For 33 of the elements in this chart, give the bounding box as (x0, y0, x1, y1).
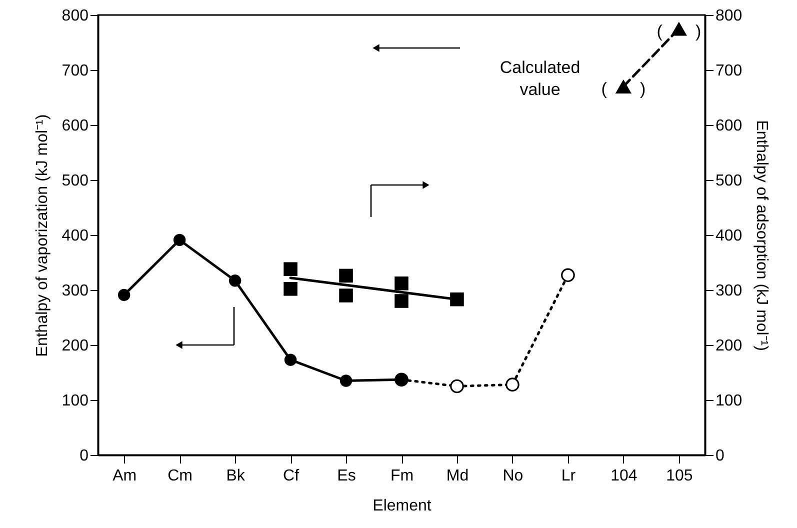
x-tick-label: 104 (610, 468, 638, 484)
x-tick-label: Cm (168, 468, 193, 484)
x-tick-label: Fm (390, 468, 414, 484)
y2-tick-label: 700 (716, 62, 742, 80)
y2-tick-label: 300 (716, 282, 742, 300)
y2-tick-label: 800 (716, 8, 742, 24)
y2-axis-title: Enthalpy of adsorption (kJ mol⁻¹) (753, 120, 770, 351)
y2-tick-label: 100 (716, 392, 742, 410)
y2-tick-label: 200 (716, 338, 742, 354)
x-axis-title: Element (372, 498, 432, 514)
y-tick-label: 200 (62, 338, 89, 354)
x-tick-label: No (502, 468, 524, 484)
y-axis-title: Enthalpy of vaporization (kJ mol⁻¹) (34, 114, 51, 357)
y2-tick-label: 400 (716, 228, 742, 244)
y2-tick-label: 500 (716, 172, 742, 190)
y2-tick-label: 600 (716, 118, 742, 134)
annotation: Calculated value (500, 58, 580, 99)
x-tick-label: Md (446, 468, 469, 484)
x-tick-label: Lr (561, 468, 576, 484)
x-tick-label: Bk (226, 468, 246, 484)
y-tick-label: 300 (62, 282, 89, 300)
x-tick-label: Am (112, 468, 137, 484)
y-tick-label: 100 (62, 392, 89, 410)
y-tick-label: 800 (62, 8, 89, 24)
y-tick-label: 500 (62, 172, 89, 190)
x-tick-label: 105 (666, 468, 693, 484)
y-tick-label: 0 (80, 448, 89, 464)
x-tick-label: Es (337, 468, 356, 484)
y2-tick-label: 0 (716, 448, 724, 464)
y-tick-label: 700 (62, 62, 89, 80)
y-tick-label: 400 (62, 228, 89, 244)
y-tick-label: 600 (62, 118, 89, 134)
x-tick-label: Cf (283, 468, 300, 484)
